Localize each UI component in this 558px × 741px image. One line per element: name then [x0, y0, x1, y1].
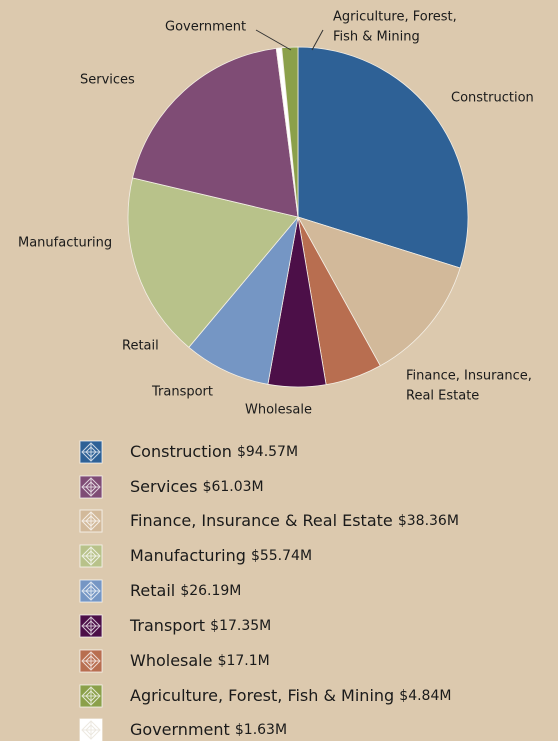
legend-item: Government $1.63M — [79, 718, 287, 741]
legend-item: Agriculture, Forest, Fish & Mining $4.84… — [79, 684, 451, 708]
pie-slice — [127, 177, 299, 348]
legend-value: $38.36M — [398, 513, 459, 529]
pie-slice — [297, 46, 469, 269]
legend-value: $61.03M — [203, 479, 264, 495]
slice-label: Government — [165, 20, 246, 35]
legend-label: Retail $26.19M — [130, 581, 241, 600]
legend-value: $17.35M — [210, 618, 271, 634]
pie-slice — [281, 46, 299, 218]
legend-swatch-pattern — [81, 581, 101, 601]
legend-label: Agriculture, Forest, Fish & Mining $4.84… — [130, 686, 451, 705]
legend-value: $26.19M — [180, 583, 241, 599]
legend-label: Services $61.03M — [130, 477, 264, 496]
legend-swatch-pattern — [81, 546, 101, 566]
legend-value: $4.84M — [399, 688, 451, 704]
legend-label: Manufacturing $55.74M — [130, 546, 312, 565]
legend-item: Wholesale $17.1M — [79, 649, 270, 673]
legend-value: $17.1M — [218, 653, 270, 669]
slice-label: Manufacturing — [18, 236, 112, 251]
legend-label: Finance, Insurance & Real Estate $38.36M — [130, 511, 459, 530]
legend-label: Government $1.63M — [130, 720, 287, 739]
legend: Construction $94.57M Services $61.03M Fi… — [79, 440, 459, 741]
legend-name: Transport — [129, 616, 205, 635]
legend-item: Transport $17.35M — [79, 614, 271, 638]
leader-line — [255, 29, 292, 51]
legend-value: $1.63M — [235, 722, 287, 738]
legend-item: Construction $94.57M — [79, 440, 298, 464]
slice-label: Wholesale — [245, 403, 312, 418]
legend-item: Manufacturing $55.74M — [79, 544, 312, 568]
slice-label: Retail — [122, 339, 159, 354]
legend-swatch-pattern — [81, 442, 101, 462]
legend-swatch-pattern — [81, 686, 101, 706]
legend-value: $94.57M — [237, 444, 298, 460]
legend-name: Construction — [130, 442, 232, 461]
legend-name: Wholesale — [130, 651, 212, 670]
legend-name: Retail — [130, 581, 175, 600]
legend-name: Services — [130, 477, 197, 496]
legend-label: Construction $94.57M — [130, 442, 298, 461]
legend-name: Government — [130, 720, 230, 739]
slice-label: Fish & Mining — [333, 30, 420, 45]
slice-label: Real Estate — [406, 389, 479, 404]
slice-label: Finance, Insurance, — [406, 369, 532, 384]
slice-label: Transport — [151, 385, 213, 400]
legend-swatch-pattern — [81, 477, 101, 497]
legend-label: Transport $17.35M — [129, 616, 271, 635]
legend-name: Finance, Insurance & Real Estate — [130, 511, 393, 530]
legend-item: Retail $26.19M — [79, 579, 241, 603]
slice-label: Services — [80, 73, 135, 88]
legend-swatch-pattern — [81, 651, 101, 671]
legend-swatch-pattern — [81, 720, 101, 740]
legend-name: Agriculture, Forest, Fish & Mining — [130, 686, 394, 705]
legend-name: Manufacturing — [130, 546, 246, 565]
legend-swatch-pattern — [81, 616, 101, 636]
pie — [127, 46, 469, 388]
pie-slice — [297, 216, 461, 367]
pie-slice — [188, 215, 299, 385]
slice-label: Agriculture, Forest, — [333, 10, 457, 25]
legend-swatch-pattern — [81, 511, 101, 531]
slice-label: Construction — [451, 91, 534, 106]
legend-value: $55.74M — [251, 548, 312, 564]
leader-line — [311, 29, 324, 51]
pie-slice — [132, 47, 299, 218]
legend-item: Finance, Insurance & Real Estate $38.36M — [79, 509, 459, 533]
legend-item: Services $61.03M — [79, 475, 264, 499]
legend-label: Wholesale $17.1M — [130, 651, 270, 670]
